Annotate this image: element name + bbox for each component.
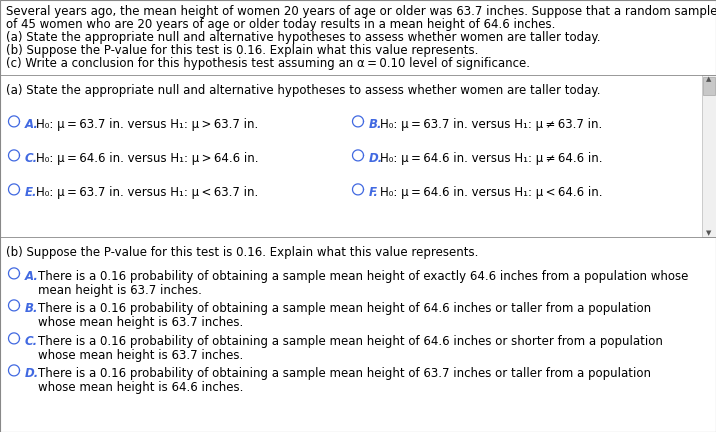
Text: ▼: ▼ — [706, 230, 712, 236]
Text: C.: C. — [25, 152, 38, 165]
Text: A.: A. — [25, 118, 39, 131]
Text: whose mean height is 63.7 inches.: whose mean height is 63.7 inches. — [38, 316, 243, 329]
Text: D.: D. — [369, 152, 383, 165]
Text: C.: C. — [25, 335, 38, 348]
Text: A.: A. — [25, 270, 39, 283]
Text: H₀: μ = 64.6 in. versus H₁: μ < 64.6 in.: H₀: μ = 64.6 in. versus H₁: μ < 64.6 in. — [380, 186, 602, 199]
Text: There is a 0.16 probability of obtaining a sample mean height of exactly 64.6 in: There is a 0.16 probability of obtaining… — [38, 270, 688, 283]
Text: whose mean height is 63.7 inches.: whose mean height is 63.7 inches. — [38, 349, 243, 362]
Text: whose mean height is 64.6 inches.: whose mean height is 64.6 inches. — [38, 381, 243, 394]
Text: There is a 0.16 probability of obtaining a sample mean height of 64.6 inches or : There is a 0.16 probability of obtaining… — [38, 302, 651, 315]
Text: (a) State the appropriate null and alternative hypotheses to assess whether wome: (a) State the appropriate null and alter… — [6, 84, 601, 97]
Bar — [703, 77, 715, 95]
Text: D.: D. — [25, 367, 39, 380]
Bar — [702, 75, 716, 237]
Text: mean height is 63.7 inches.: mean height is 63.7 inches. — [38, 284, 202, 297]
Text: B.: B. — [25, 302, 39, 315]
Text: H₀: μ = 63.7 in. versus H₁: μ > 63.7 in.: H₀: μ = 63.7 in. versus H₁: μ > 63.7 in. — [36, 118, 258, 131]
Text: H₀: μ = 63.7 in. versus H₁: μ ≠ 63.7 in.: H₀: μ = 63.7 in. versus H₁: μ ≠ 63.7 in. — [380, 118, 602, 131]
Text: (b) Suppose the P-value for this test is 0.16. Explain what this value represent: (b) Suppose the P-value for this test is… — [6, 44, 478, 57]
Text: (c) Write a conclusion for this hypothesis test assuming an α = 0.10 level of si: (c) Write a conclusion for this hypothes… — [6, 57, 530, 70]
Text: (b) Suppose the P-value for this test is 0.16. Explain what this value represent: (b) Suppose the P-value for this test is… — [6, 246, 478, 259]
Text: F.: F. — [369, 186, 379, 199]
Text: Several years ago, the mean height of women 20 years of age or older was 63.7 in: Several years ago, the mean height of wo… — [6, 5, 716, 18]
Text: E.: E. — [25, 186, 37, 199]
Text: (a) State the appropriate null and alternative hypotheses to assess whether wome: (a) State the appropriate null and alter… — [6, 31, 601, 44]
Text: of 45 women who are 20 years of age or older today results in a mean height of 6: of 45 women who are 20 years of age or o… — [6, 18, 556, 31]
Text: H₀: μ = 64.6 in. versus H₁: μ > 64.6 in.: H₀: μ = 64.6 in. versus H₁: μ > 64.6 in. — [36, 152, 258, 165]
Text: B.: B. — [369, 118, 382, 131]
Text: H₀: μ = 64.6 in. versus H₁: μ ≠ 64.6 in.: H₀: μ = 64.6 in. versus H₁: μ ≠ 64.6 in. — [380, 152, 602, 165]
Text: ▲: ▲ — [706, 76, 712, 82]
Text: There is a 0.16 probability of obtaining a sample mean height of 63.7 inches or : There is a 0.16 probability of obtaining… — [38, 367, 651, 380]
Text: H₀: μ = 63.7 in. versus H₁: μ < 63.7 in.: H₀: μ = 63.7 in. versus H₁: μ < 63.7 in. — [36, 186, 258, 199]
Text: There is a 0.16 probability of obtaining a sample mean height of 64.6 inches or : There is a 0.16 probability of obtaining… — [38, 335, 663, 348]
